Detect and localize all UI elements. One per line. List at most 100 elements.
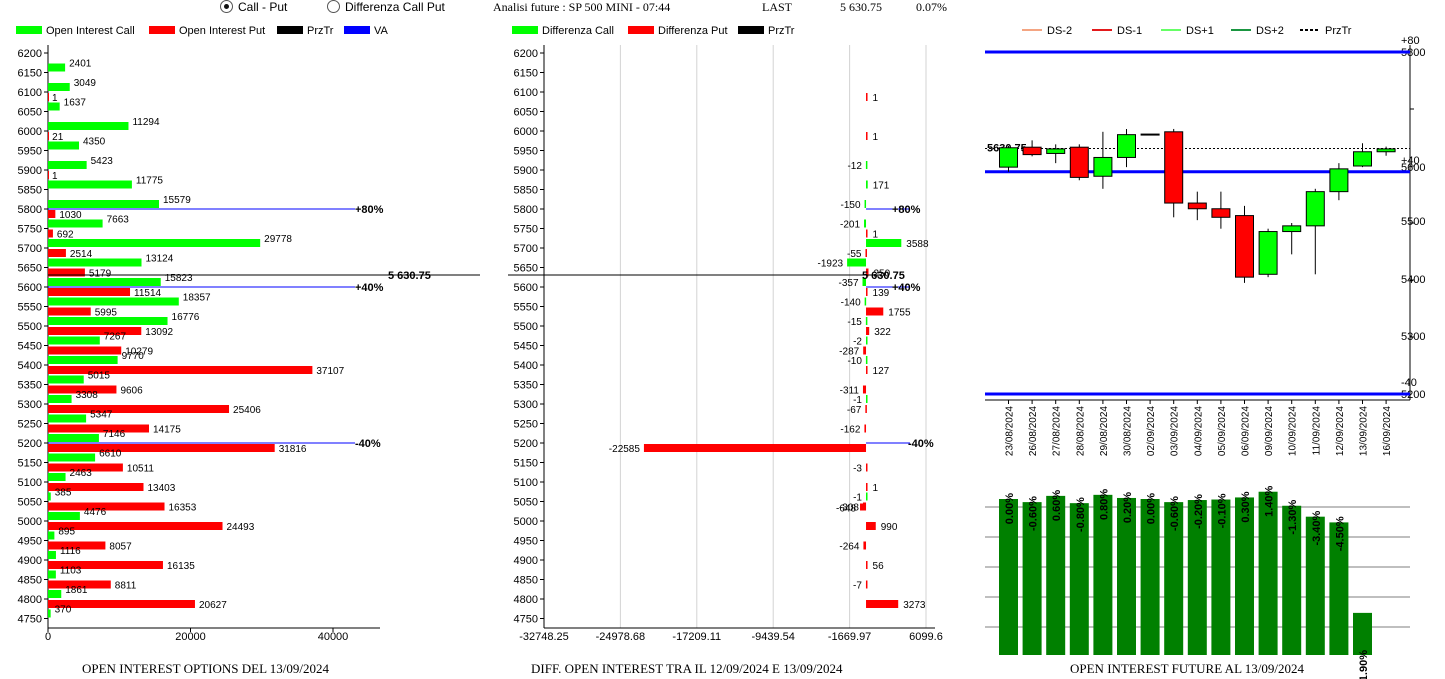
- call-bar: [48, 83, 70, 91]
- call-value-label: 11775: [136, 176, 164, 187]
- radio-differenza[interactable]: Differenza Call Put: [327, 0, 445, 14]
- candle-body: [1069, 146, 1089, 178]
- call-bar: [48, 219, 103, 228]
- diff-call-bar-label: 171: [873, 181, 890, 192]
- y-tick-label: 5950: [514, 146, 538, 158]
- put-value-label: 14175: [153, 425, 181, 436]
- diff-put-bar: [643, 444, 867, 452]
- diff-put-bar: [866, 229, 868, 238]
- put-bar: [48, 444, 275, 452]
- oi-bar-label: -0.60%: [1169, 496, 1181, 531]
- call-bar: [48, 590, 62, 598]
- page-title: Analisi future : SP 500 MINI - 07:44: [493, 0, 671, 14]
- y-tick-label: 5300: [18, 399, 42, 411]
- y-tick-label: 4950: [514, 536, 538, 548]
- y-tick-label: 4900: [514, 555, 538, 567]
- diff-put-bar-label: 990: [881, 522, 898, 533]
- put-value-label: 11514: [134, 288, 162, 299]
- y-tick-label: -40: [1401, 377, 1417, 389]
- oi-bar: [1022, 502, 1042, 655]
- call-value-label: 5423: [91, 156, 114, 167]
- y-tick-label: 5450: [18, 341, 42, 353]
- oi-bar: [1117, 497, 1136, 655]
- diff-call-bar: [866, 180, 868, 189]
- oi-bar-label: -1.30%: [1287, 500, 1299, 535]
- call-value-label: 3308: [76, 390, 99, 401]
- radio-selected-icon[interactable]: [220, 0, 233, 13]
- y-tick-label: 4900: [18, 555, 42, 567]
- legend-label: Differenza Call: [542, 25, 614, 37]
- x-tick-label: 29/08/2024: [1099, 406, 1110, 456]
- put-bar: [48, 483, 144, 491]
- y-tick-label: 5400: [18, 360, 42, 372]
- call-bar: [48, 278, 161, 286]
- y-tick-label: 6150: [514, 68, 538, 80]
- oi-bar-label: 1.40%: [1264, 486, 1276, 517]
- y-tick-label: 5650: [514, 263, 538, 275]
- radio-unselected-icon[interactable]: [327, 0, 340, 13]
- diff-call-bar: [862, 278, 867, 286]
- x-tick-label: -17209.11: [672, 631, 721, 643]
- oi-bar-label: -21.90%: [1358, 650, 1370, 679]
- call-bar: [48, 434, 99, 442]
- diff-put-bar: [865, 405, 867, 413]
- x-tick-label: 28/08/2024: [1075, 406, 1086, 456]
- call-bar: [48, 414, 87, 423]
- diff-put-bar: [865, 580, 868, 589]
- ref-line-label: +40%: [892, 282, 921, 294]
- ref-line-label: 5 630.75: [862, 270, 905, 282]
- candle-body: [1046, 148, 1066, 154]
- diff-put-bar-label: 322: [874, 327, 891, 338]
- call-bar: [48, 63, 66, 72]
- put-bar: [48, 210, 56, 218]
- call-bar: [48, 141, 79, 150]
- y-tick-label: 6050: [514, 107, 538, 119]
- candle-body: [1164, 131, 1184, 204]
- call-value-label: 13124: [146, 254, 174, 265]
- y-tick-label: 5350: [18, 380, 42, 392]
- y-tick-label: 5200: [18, 438, 42, 450]
- diff-put-bar: [862, 385, 867, 394]
- diff-put-bar: [866, 366, 868, 374]
- call-bar: [48, 551, 56, 559]
- ref-line-label: +80%: [892, 204, 921, 216]
- put-value-label: 31816: [279, 444, 307, 455]
- y-tick-label: 5750: [18, 224, 42, 236]
- x-tick-label: 27/08/2024: [1052, 406, 1063, 456]
- put-bar: [48, 463, 123, 472]
- radio-label-differenza: Differenza Call Put: [345, 0, 445, 14]
- candle-body: [1093, 156, 1113, 177]
- y-tick-label: 5300: [514, 399, 538, 411]
- legend-label: PrzTr: [307, 25, 334, 37]
- diff-call-bar-label: -140: [841, 298, 861, 309]
- put-value-label: 1: [52, 93, 58, 104]
- call-bar: [48, 317, 168, 325]
- x-tick-label: 6099.6: [909, 631, 943, 643]
- oi-bar-label: 0.20%: [1122, 492, 1134, 523]
- put-bar: [48, 307, 91, 316]
- call-value-label: 15579: [163, 195, 191, 206]
- radio-call-put[interactable]: Call - Put: [220, 0, 287, 14]
- put-value-label: 9606: [120, 386, 143, 397]
- diff-call-bar-label: -1: [853, 395, 862, 406]
- diff-call-bar: [864, 200, 867, 208]
- diff-put-bar: [863, 346, 867, 355]
- call-bar: [48, 512, 80, 520]
- y-tick-label: 5250: [18, 419, 42, 431]
- legend-swatch: [512, 26, 538, 34]
- x-tick-label: 06/09/2024: [1241, 406, 1252, 456]
- candle-body: [1258, 231, 1278, 275]
- diff-put-bar-label: 3273: [903, 600, 926, 611]
- put-bar: [48, 268, 85, 277]
- diff-call-bar: [864, 219, 867, 228]
- y-tick-label: 5550: [514, 302, 538, 314]
- y-tick-label: 5250: [514, 419, 538, 431]
- candle-body: [1282, 225, 1302, 233]
- diff-put-bar: [866, 307, 884, 316]
- oi-bar-label: -0.10%: [1216, 493, 1228, 528]
- y-tick-label: 5450: [514, 341, 538, 353]
- put-bar: [48, 132, 49, 140]
- x-tick-label: 30/08/2024: [1123, 406, 1134, 456]
- oi-bar-label: -0.80%: [1075, 497, 1087, 532]
